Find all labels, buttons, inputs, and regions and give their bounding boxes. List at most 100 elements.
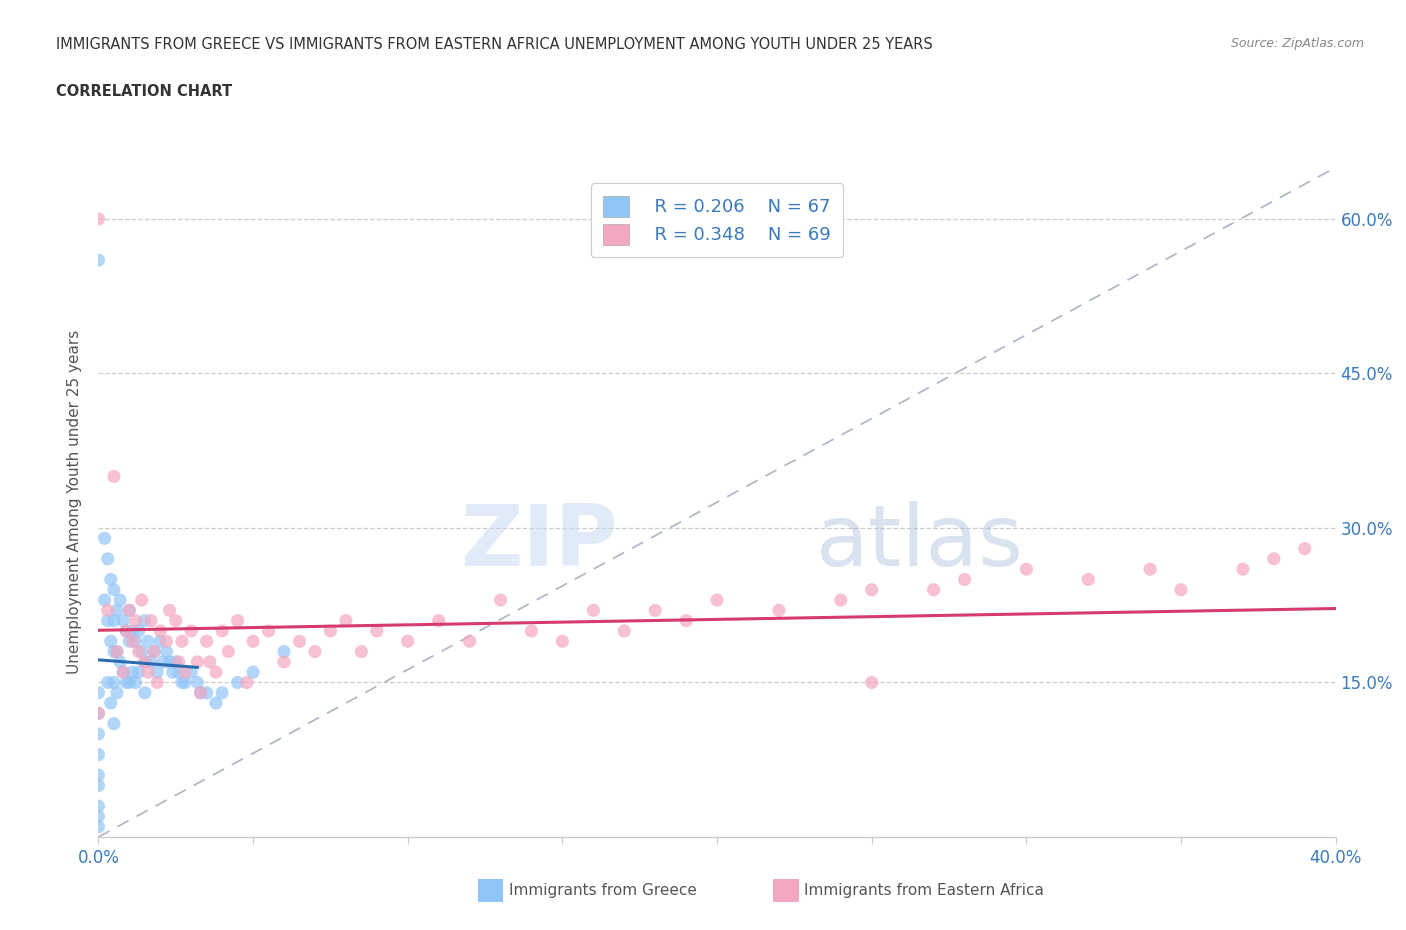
Point xyxy=(174,665,197,680)
Point xyxy=(180,623,202,638)
Point xyxy=(87,685,110,700)
Point xyxy=(108,655,131,670)
Point xyxy=(458,634,481,649)
Point xyxy=(115,675,138,690)
Point xyxy=(768,603,790,618)
Point xyxy=(124,634,146,649)
Point xyxy=(198,655,221,670)
Point xyxy=(105,685,128,700)
Point xyxy=(860,582,883,597)
Text: Source: ZipAtlas.com: Source: ZipAtlas.com xyxy=(1230,37,1364,50)
Point xyxy=(87,799,110,814)
Point xyxy=(186,655,208,670)
Point xyxy=(1139,562,1161,577)
Point xyxy=(149,634,172,649)
Point xyxy=(121,623,143,638)
Point xyxy=(350,644,373,659)
Point xyxy=(87,253,110,268)
Point xyxy=(87,706,110,721)
Point xyxy=(93,592,115,607)
Point xyxy=(124,675,146,690)
Point xyxy=(1294,541,1316,556)
Point xyxy=(134,613,156,628)
Point xyxy=(87,809,110,824)
Point xyxy=(186,675,208,690)
Point xyxy=(136,665,159,680)
Point xyxy=(1015,562,1038,577)
Point xyxy=(118,603,141,618)
Point xyxy=(205,665,228,680)
Point xyxy=(226,675,249,690)
Point xyxy=(165,613,187,628)
Point xyxy=(242,634,264,649)
Point xyxy=(87,211,110,226)
Point xyxy=(165,655,187,670)
Point xyxy=(139,655,162,670)
Point xyxy=(613,623,636,638)
Point xyxy=(170,675,193,690)
Point xyxy=(87,706,110,721)
Point xyxy=(257,623,280,638)
Point xyxy=(103,582,125,597)
Point xyxy=(93,531,115,546)
Point xyxy=(226,613,249,628)
Point xyxy=(134,655,156,670)
Text: CORRELATION CHART: CORRELATION CHART xyxy=(56,84,232,99)
Point xyxy=(103,613,125,628)
Point xyxy=(131,592,153,607)
Point xyxy=(100,696,122,711)
Point xyxy=(134,655,156,670)
Text: IMMIGRANTS FROM GREECE VS IMMIGRANTS FROM EASTERN AFRICA UNEMPLOYMENT AMONG YOUT: IMMIGRANTS FROM GREECE VS IMMIGRANTS FRO… xyxy=(56,37,934,52)
Point xyxy=(97,603,120,618)
Point xyxy=(489,592,512,607)
Point xyxy=(143,644,166,659)
Point xyxy=(205,696,228,711)
Point xyxy=(162,665,184,680)
Point xyxy=(100,572,122,587)
Point xyxy=(1263,551,1285,566)
Point xyxy=(174,675,197,690)
Point xyxy=(304,644,326,659)
Point xyxy=(124,613,146,628)
Point xyxy=(143,644,166,659)
Point xyxy=(288,634,311,649)
Point xyxy=(87,747,110,762)
Point xyxy=(211,685,233,700)
Point xyxy=(335,613,357,628)
Point xyxy=(105,644,128,659)
Point xyxy=(97,613,120,628)
Point xyxy=(103,716,125,731)
Text: ZIP: ZIP xyxy=(460,501,619,584)
Point xyxy=(217,644,239,659)
Point xyxy=(195,634,218,649)
Point xyxy=(860,675,883,690)
Point xyxy=(644,603,666,618)
Point xyxy=(180,665,202,680)
Point xyxy=(87,726,110,741)
Point xyxy=(922,582,945,597)
Point xyxy=(195,685,218,700)
Y-axis label: Unemployment Among Youth under 25 years: Unemployment Among Youth under 25 years xyxy=(66,330,82,674)
Point xyxy=(427,613,450,628)
Point xyxy=(118,634,141,649)
Point xyxy=(108,592,131,607)
Point xyxy=(112,665,135,680)
Point xyxy=(103,675,125,690)
Legend:   R = 0.206    N = 67,   R = 0.348    N = 69: R = 0.206 N = 67, R = 0.348 N = 69 xyxy=(591,183,844,258)
Point xyxy=(155,644,177,659)
Point xyxy=(830,592,852,607)
Point xyxy=(87,768,110,783)
Point xyxy=(131,644,153,659)
Point xyxy=(159,655,181,670)
Point xyxy=(675,613,697,628)
Point xyxy=(118,675,141,690)
Point xyxy=(190,685,212,700)
Point xyxy=(236,675,259,690)
Point xyxy=(134,685,156,700)
Text: Immigrants from Greece: Immigrants from Greece xyxy=(509,884,697,898)
Point xyxy=(190,685,212,700)
Point xyxy=(396,634,419,649)
Point xyxy=(319,623,342,638)
Text: Immigrants from Eastern Africa: Immigrants from Eastern Africa xyxy=(804,884,1045,898)
Point xyxy=(146,675,169,690)
